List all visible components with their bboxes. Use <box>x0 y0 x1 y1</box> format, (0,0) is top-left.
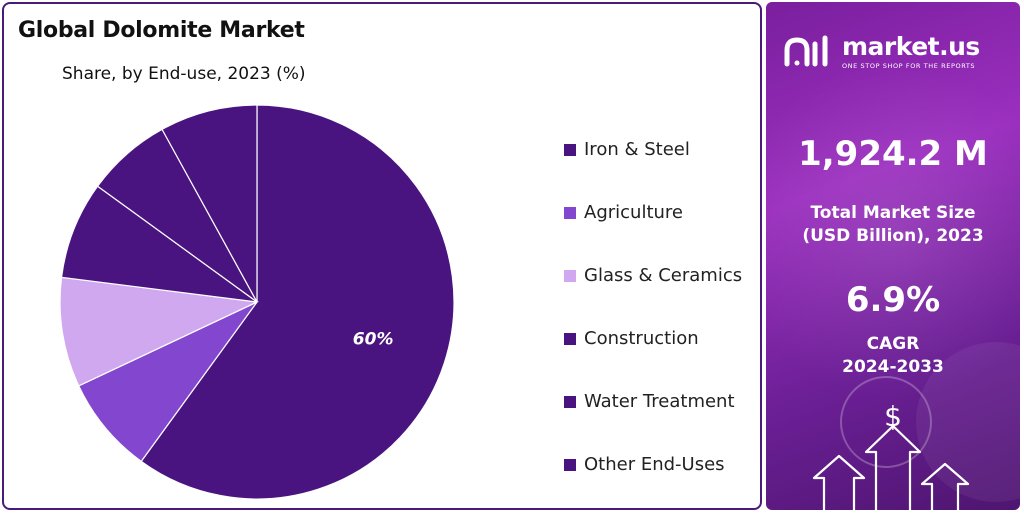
legend-item: Water Treatment <box>564 370 742 433</box>
legend-swatch <box>564 143 576 156</box>
pie-chart: 60% <box>59 104 455 500</box>
legend-swatch <box>564 206 576 219</box>
legend-item: Glass & Ceramics <box>564 244 742 307</box>
brand-name: market.us <box>842 32 980 61</box>
pie-slice-construction <box>60 185 258 303</box>
legend-item: Iron & Steel <box>564 118 742 181</box>
market-size-value: 1,924.2 M <box>798 134 988 174</box>
pie-slice-glass-ceramics <box>59 276 260 387</box>
chart-subtitle: Share, by End-use, 2023 (%) <box>62 64 306 84</box>
legend-item: Agriculture <box>564 181 742 244</box>
summary-panel: market.us ONE STOP SHOP FOR THE REPORTS … <box>766 2 1020 510</box>
chart-title: Global Dolomite Market <box>18 18 305 43</box>
market-size-label-line2: (USD Billion), 2023 <box>802 226 984 246</box>
cagr-label-line1: CAGR <box>866 334 920 354</box>
legend-label: Iron & Steel <box>584 139 690 160</box>
brand-tagline: ONE STOP SHOP FOR THE REPORTS <box>842 62 976 70</box>
pie-slice-other-end-uses <box>161 104 258 303</box>
legend-swatch <box>564 395 576 408</box>
cagr-value: 6.9% <box>845 280 941 320</box>
growth-arrows-illustration <box>812 342 1020 510</box>
legend-item: Other End-Uses <box>564 433 742 496</box>
legend-swatch <box>564 332 576 345</box>
market-us-logo-icon <box>784 35 828 67</box>
cagr-label-line2: 2024-2033 <box>842 357 944 377</box>
legend-swatch <box>564 269 576 282</box>
legend-label: Water Treatment <box>584 391 735 412</box>
dollar-icon: $ <box>884 400 902 433</box>
legend-swatch <box>564 458 576 471</box>
pie-slice-agriculture <box>77 301 258 463</box>
brand-logo: market.us ONE STOP SHOP FOR THE REPORTS <box>784 32 1004 72</box>
legend-label: Agriculture <box>584 202 683 223</box>
pie-data-label: 60% <box>353 330 394 350</box>
chart-panel: Global Dolomite Market Share, by End-use… <box>2 2 762 510</box>
legend-item: Construction <box>564 307 742 370</box>
legend-label: Other End-Uses <box>584 454 725 475</box>
pie-slice-iron-steel <box>140 104 455 500</box>
legend-label: Glass & Ceramics <box>584 265 743 286</box>
chart-legend: Iron & Steel Agriculture Glass & Ceramics C… <box>564 118 742 496</box>
legend-label: Construction <box>584 328 699 349</box>
market-size-label-line1: Total Market Size <box>810 203 976 223</box>
